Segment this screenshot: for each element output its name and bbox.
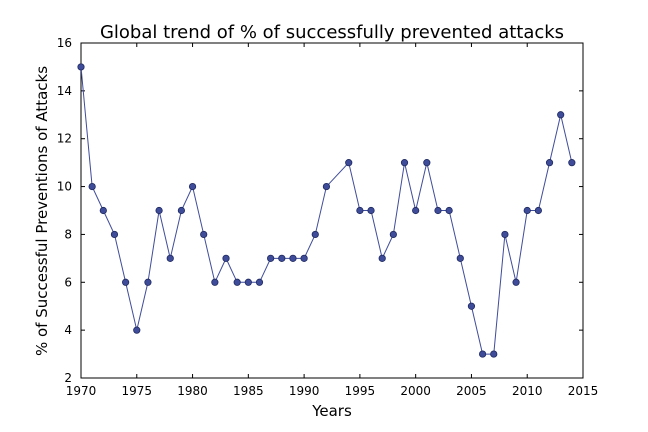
data-point xyxy=(144,278,152,286)
data-point xyxy=(110,230,119,239)
data-point xyxy=(222,254,230,262)
y-tick-label: 12 xyxy=(57,132,72,146)
data-point xyxy=(423,159,431,167)
y-tick-label: 8 xyxy=(64,227,72,241)
data-point xyxy=(267,254,275,262)
x-tick-label: 2000 xyxy=(400,384,431,398)
data-point xyxy=(523,206,531,215)
x-tick-label: 2010 xyxy=(512,384,543,398)
data-point xyxy=(389,230,397,239)
plot-area: 1970 1975 1980 1985 1990 1995 2000 2005 2010 2015… xyxy=(57,36,599,398)
x-tick-label: 2015 xyxy=(568,384,599,398)
data-point xyxy=(456,254,464,262)
data-point xyxy=(166,254,174,262)
y-tick-label: 4 xyxy=(64,323,72,337)
data-point xyxy=(378,254,386,262)
data-point xyxy=(445,206,453,215)
data-point xyxy=(255,278,264,286)
data-point xyxy=(233,278,241,286)
data-point xyxy=(557,111,565,119)
data-point xyxy=(400,159,409,167)
data-point xyxy=(99,206,107,215)
data-point xyxy=(177,206,185,215)
x-tick-label: 1995 xyxy=(345,384,376,398)
data-point xyxy=(133,326,141,334)
data-point xyxy=(467,302,476,310)
data-point xyxy=(289,254,297,262)
data-point xyxy=(501,230,509,239)
x-tick-label: 1970 xyxy=(66,384,97,398)
x-tick-label: 1985 xyxy=(233,384,264,398)
data-point xyxy=(356,206,364,215)
chart-title: Global trend of % of successfully preven… xyxy=(100,22,564,43)
data-point xyxy=(311,230,319,239)
y-tick-label: 10 xyxy=(57,180,72,194)
data-point xyxy=(211,278,219,286)
data-point xyxy=(534,206,542,215)
data-point xyxy=(568,159,576,167)
x-axis-label: Years xyxy=(311,402,352,420)
data-point xyxy=(345,159,353,167)
data-point xyxy=(122,278,130,286)
data-point xyxy=(367,206,375,215)
data-point xyxy=(88,182,96,191)
data-point xyxy=(322,182,331,191)
data-point xyxy=(300,254,308,262)
y-tick-label: 6 xyxy=(64,275,72,289)
y-tick-label: 14 xyxy=(57,84,72,98)
y-axis-label: % of Successful Preventions of Attacks xyxy=(33,66,51,356)
data-point xyxy=(412,206,420,215)
data-point xyxy=(512,278,520,286)
data-point xyxy=(545,159,554,167)
data-point xyxy=(188,182,197,191)
data-point xyxy=(200,230,208,239)
x-tick-label: 1990 xyxy=(289,384,320,398)
x-tick-label: 1980 xyxy=(177,384,208,398)
series-line xyxy=(80,66,573,355)
data-point xyxy=(244,278,252,286)
x-tick-label: 2005 xyxy=(456,384,487,398)
y-tick-label: 2 xyxy=(64,371,72,385)
data-point xyxy=(478,350,487,358)
x-tick-label: 1975 xyxy=(122,384,153,398)
data-point xyxy=(434,206,442,215)
data-point xyxy=(278,254,286,262)
data-point xyxy=(490,350,498,358)
plot-frame xyxy=(80,42,584,379)
y-tick-label: 16 xyxy=(57,36,72,50)
data-point xyxy=(77,63,85,71)
data-point xyxy=(155,206,163,215)
